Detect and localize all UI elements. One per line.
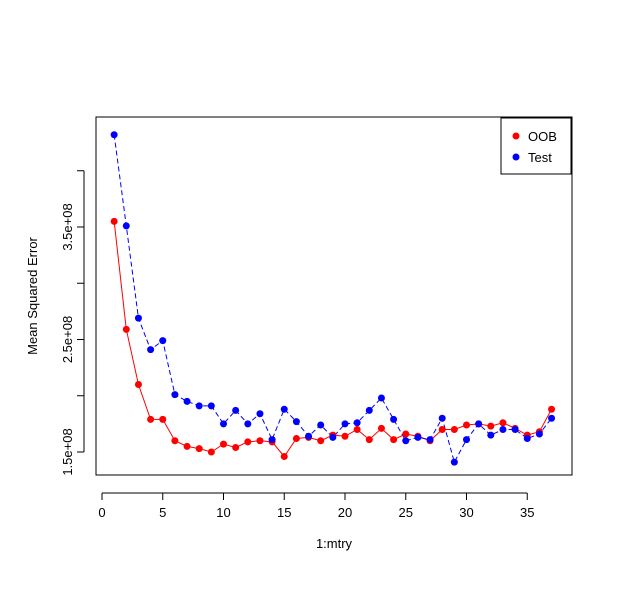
x-tick-label: 35 — [520, 505, 534, 520]
point-oob — [487, 422, 495, 430]
legend-marker-test — [512, 153, 520, 161]
point-test — [280, 405, 288, 413]
point-test — [377, 394, 385, 402]
point-test — [329, 433, 337, 441]
x-tick-label: 25 — [399, 505, 413, 520]
point-test — [159, 337, 167, 345]
point-oob — [438, 426, 446, 433]
point-test — [450, 458, 458, 466]
point-oob — [365, 436, 373, 444]
point-oob — [317, 437, 325, 445]
legend-label-test: Test — [528, 150, 552, 165]
point-oob — [110, 217, 118, 225]
point-oob — [183, 442, 191, 450]
legend-box — [500, 117, 572, 175]
point-oob — [220, 440, 227, 448]
legend: OOB Test — [500, 117, 572, 175]
point-test — [353, 419, 361, 427]
point-test — [268, 436, 276, 444]
point-oob — [463, 421, 470, 429]
point-oob — [499, 419, 507, 427]
y-tick-label: 3.5e+08 — [60, 203, 75, 250]
point-oob — [292, 435, 300, 442]
point-test — [292, 418, 300, 426]
x-tick-label: 5 — [159, 505, 166, 520]
point-oob — [232, 444, 240, 451]
point-test — [220, 420, 227, 428]
point-oob — [207, 448, 215, 456]
point-test — [171, 391, 179, 399]
point-oob — [195, 445, 203, 453]
point-test — [499, 426, 507, 433]
point-oob — [450, 426, 458, 433]
point-test — [548, 414, 556, 422]
y-axis-title: Mean Squared Error — [25, 236, 40, 354]
point-test — [122, 222, 130, 230]
point-oob — [341, 432, 349, 440]
point-test — [414, 433, 422, 441]
point-oob — [134, 381, 142, 388]
point-test — [523, 435, 531, 442]
series-line-oob — [113, 221, 552, 458]
x-axis: 0 5 10 15 20 25 30 35 — [98, 492, 534, 520]
point-test — [390, 415, 398, 423]
point-test — [402, 437, 410, 445]
point-oob — [280, 453, 288, 460]
point-oob — [159, 415, 167, 423]
point-test — [183, 397, 191, 405]
point-test — [110, 131, 118, 139]
point-test — [232, 406, 240, 414]
point-oob — [402, 430, 410, 438]
point-test — [207, 402, 215, 410]
point-test — [341, 420, 349, 428]
point-oob — [171, 437, 179, 445]
point-test — [438, 414, 446, 422]
x-axis-title: 1:mtry — [316, 536, 353, 551]
point-test — [147, 346, 155, 354]
point-test — [365, 406, 373, 414]
x-tick-label: 15 — [277, 505, 291, 520]
point-oob — [122, 325, 130, 333]
x-tick-label: 10 — [216, 505, 230, 520]
point-oob — [377, 424, 385, 432]
y-tick-label: 1.5e+08 — [60, 428, 75, 475]
point-test — [535, 430, 543, 438]
point-test — [426, 436, 434, 444]
x-tick-label: 20 — [338, 505, 352, 520]
point-test — [475, 420, 483, 428]
x-tick-label: 30 — [459, 505, 473, 520]
point-oob — [244, 438, 252, 446]
point-oob — [256, 437, 264, 445]
plot-frame — [95, 116, 573, 476]
point-test — [244, 420, 252, 428]
point-test — [134, 314, 142, 322]
point-oob — [548, 405, 556, 413]
point-test — [256, 410, 264, 418]
legend-marker-oob — [512, 132, 520, 140]
series-layer — [110, 131, 556, 466]
y-tick-label: 2.5e+08 — [60, 316, 75, 363]
point-test — [305, 432, 313, 440]
series-line-test — [113, 134, 552, 464]
point-oob — [147, 415, 155, 423]
point-test — [463, 436, 470, 444]
point-test — [195, 402, 203, 410]
x-tick-label: 0 — [98, 505, 105, 520]
legend-label-oob: OOB — [528, 129, 557, 144]
point-test — [511, 426, 519, 433]
point-oob — [390, 436, 398, 444]
point-test — [317, 421, 325, 429]
point-test — [487, 431, 495, 439]
y-axis: 1.5e+08 2.5e+08 3.5e+08 — [60, 170, 85, 476]
point-oob — [353, 426, 361, 433]
